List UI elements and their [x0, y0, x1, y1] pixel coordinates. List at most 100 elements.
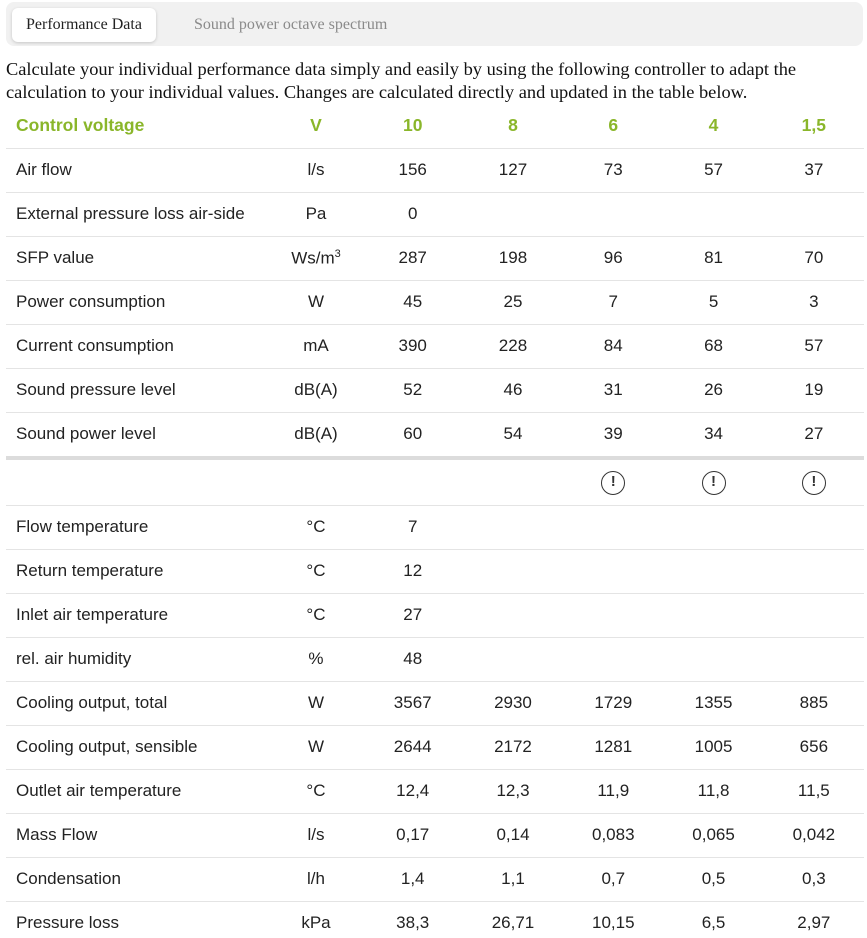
cell-value — [462, 192, 564, 237]
warning-cell: ! — [663, 461, 764, 506]
row-unit: l/s — [269, 148, 363, 193]
header-unit: V — [269, 104, 363, 149]
row-unit: °C — [269, 505, 363, 550]
cell-value: 0,7 — [563, 857, 664, 902]
cell-value — [462, 505, 564, 550]
table-row: Flow temperature °C 7 — [6, 505, 864, 550]
cell-value: 656 — [763, 725, 864, 770]
cell-value — [663, 192, 764, 237]
cell-value: 156 — [362, 148, 463, 193]
table-row: Cooling output, total W 3567 2930 1729 1… — [6, 681, 864, 726]
warning-icon[interactable]: ! — [701, 470, 726, 495]
cell-value — [663, 637, 764, 682]
cell-value: 84 — [563, 324, 664, 369]
cell-value: 1,1 — [462, 857, 564, 902]
header-label: Control voltage — [6, 104, 270, 149]
cell-value: 12 — [362, 549, 463, 594]
cell-value: 1729 — [563, 681, 664, 726]
cell-value: 38,3 — [396, 913, 430, 933]
cell-value: 37 — [763, 148, 864, 193]
table-row: rel. air humidity % 48 — [6, 637, 864, 682]
cell-value: 6,5 — [701, 913, 726, 933]
cell-value: 0,17 — [362, 813, 463, 858]
table-row: Inlet air temperature °C 27 — [6, 593, 864, 638]
row-unit: l/h — [269, 857, 363, 902]
cell-value: 57 — [763, 324, 864, 369]
cell-value: 45 — [362, 280, 463, 325]
row-unit: °C — [269, 593, 363, 638]
table-row: Outlet air temperature °C 12,4 12,3 11,9… — [6, 769, 864, 814]
row-label: Inlet air temperature — [6, 593, 270, 638]
empty-cell — [462, 461, 564, 506]
warning-icon[interactable]: ! — [601, 470, 626, 495]
cell-value — [563, 593, 664, 638]
cell-value: 26 — [663, 368, 764, 413]
table-row: Pressure loss kPa 38,3 26,71 10,15 6,5 2… — [6, 901, 864, 938]
cell-value — [663, 593, 764, 638]
voltage-col-4: 4 — [663, 104, 764, 149]
row-label: Return temperature — [6, 549, 270, 594]
performance-table: Control voltage V 10 8 6 4 1,5 Air flow … — [6, 104, 864, 456]
row-label: SFP value — [6, 236, 270, 281]
tab-bar: Performance Data Sound power octave spec… — [6, 2, 863, 46]
section-divider — [6, 456, 864, 460]
cell-value — [462, 637, 564, 682]
unit-superscript: 3 — [334, 247, 341, 260]
cell-value: 287 — [362, 236, 463, 281]
row-unit: l/s — [269, 813, 363, 858]
cell-value: 12,3 — [462, 769, 564, 814]
cell-value: 0,083 — [563, 813, 664, 858]
cell-value: 1281 — [563, 725, 664, 770]
cell-value: 1005 — [663, 725, 764, 770]
row-unit: Ws/m3 — [269, 236, 363, 281]
empty-cell — [362, 461, 463, 506]
tab-performance-data[interactable]: Performance Data — [12, 8, 156, 42]
cell-value: 73 — [563, 148, 664, 193]
cell-value: 57 — [663, 148, 764, 193]
cell-value: 19 — [763, 368, 864, 413]
cell-value — [763, 505, 864, 550]
table-row: Sound power level dB(A) 60 54 39 34 27 — [6, 412, 864, 456]
cell-value: 12,4 — [362, 769, 463, 814]
cell-value: 39 — [603, 424, 623, 444]
voltage-col-8: 8 — [462, 104, 564, 149]
row-unit: kPa — [301, 913, 331, 933]
cell-value: 2,97 — [797, 913, 831, 933]
cell-value: 2930 — [462, 681, 564, 726]
table-row: Return temperature °C 12 — [6, 549, 864, 594]
cell-value: 60 — [403, 424, 423, 444]
cell-value: 27 — [362, 593, 463, 638]
table-row: Condensation l/h 1,4 1,1 0,7 0,5 0,3 — [6, 857, 864, 902]
row-unit: W — [269, 725, 363, 770]
row-label: Pressure loss — [16, 913, 119, 933]
table-row: Cooling output, sensible W 2644 2172 128… — [6, 725, 864, 770]
cell-value: 0,065 — [663, 813, 764, 858]
row-unit: W — [269, 681, 363, 726]
warning-icon[interactable]: ! — [801, 470, 826, 495]
cell-value: 10,15 — [591, 913, 635, 933]
cooling-table: ! ! ! Flow temperature °C 7 Return tempe… — [6, 461, 864, 938]
row-unit: % — [269, 637, 363, 682]
row-label: Air flow — [6, 148, 270, 193]
cell-value: 70 — [763, 236, 864, 281]
cell-value: 2172 — [462, 725, 564, 770]
row-label: rel. air humidity — [6, 637, 270, 682]
cell-value: 31 — [563, 368, 664, 413]
row-label: Flow temperature — [6, 505, 270, 550]
row-unit: °C — [269, 549, 363, 594]
tab-sound-power-octave-spectrum[interactable]: Sound power octave spectrum — [194, 16, 388, 33]
row-unit: mA — [269, 324, 363, 369]
row-label: Current consumption — [6, 324, 270, 369]
empty-cell — [269, 461, 363, 506]
row-unit: dB(A) — [269, 368, 363, 413]
control-voltage-header-row: Control voltage V 10 8 6 4 1,5 — [6, 104, 864, 149]
cell-value — [763, 549, 864, 594]
cell-value: 96 — [563, 236, 664, 281]
cell-value: 3 — [763, 280, 864, 325]
cell-value — [763, 637, 864, 682]
cell-value: 27 — [804, 424, 824, 444]
row-label: Cooling output, sensible — [6, 725, 270, 770]
row-label: External pressure loss air-side — [6, 192, 270, 237]
unit-text: Ws/m — [291, 248, 335, 268]
cell-value — [563, 549, 664, 594]
